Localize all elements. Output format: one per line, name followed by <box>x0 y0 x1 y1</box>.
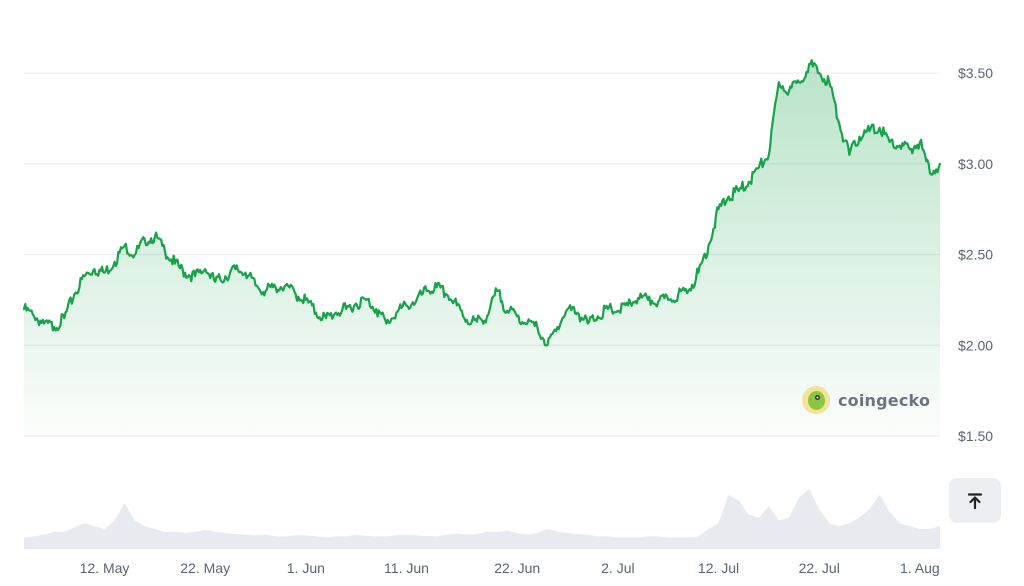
gecko-logo-icon <box>802 386 830 414</box>
x-tick-label: 12. May <box>80 560 130 576</box>
volume-shape <box>24 489 940 549</box>
y-axis: $1.50 $2.00 $2.50 $3.00 $3.50 <box>958 65 993 444</box>
x-tick-label: 11. Jun <box>384 560 429 576</box>
x-tick-label: 1. Aug <box>900 560 940 576</box>
volume-area <box>24 489 940 549</box>
x-tick-label: 2. Jul <box>601 560 634 576</box>
y-tick-label: $2.00 <box>958 337 993 353</box>
scroll-to-top-button[interactable] <box>949 478 1001 523</box>
price-area <box>24 60 940 437</box>
y-tick-label: $3.00 <box>958 156 993 172</box>
arrow-up-to-line-icon <box>967 492 983 509</box>
coingecko-watermark: coingecko <box>802 386 930 414</box>
y-tick-label: $2.50 <box>958 247 993 263</box>
y-tick-label: $1.50 <box>958 428 993 444</box>
x-tick-label: 22. Jul <box>799 560 840 576</box>
x-axis: 12. May 22. May 1. Jun 11. Jun 22. Jun 2. Jul… <box>80 560 940 576</box>
x-tick-label: 22. Jun <box>494 560 540 576</box>
brand-name: coingecko <box>838 390 931 410</box>
x-tick-label: 22. May <box>180 560 230 576</box>
x-tick-label: 12. Jul <box>698 560 739 576</box>
price-line <box>22 59 942 347</box>
x-tick-label: 1. Jun <box>287 560 325 576</box>
y-tick-label: $3.50 <box>958 65 993 81</box>
